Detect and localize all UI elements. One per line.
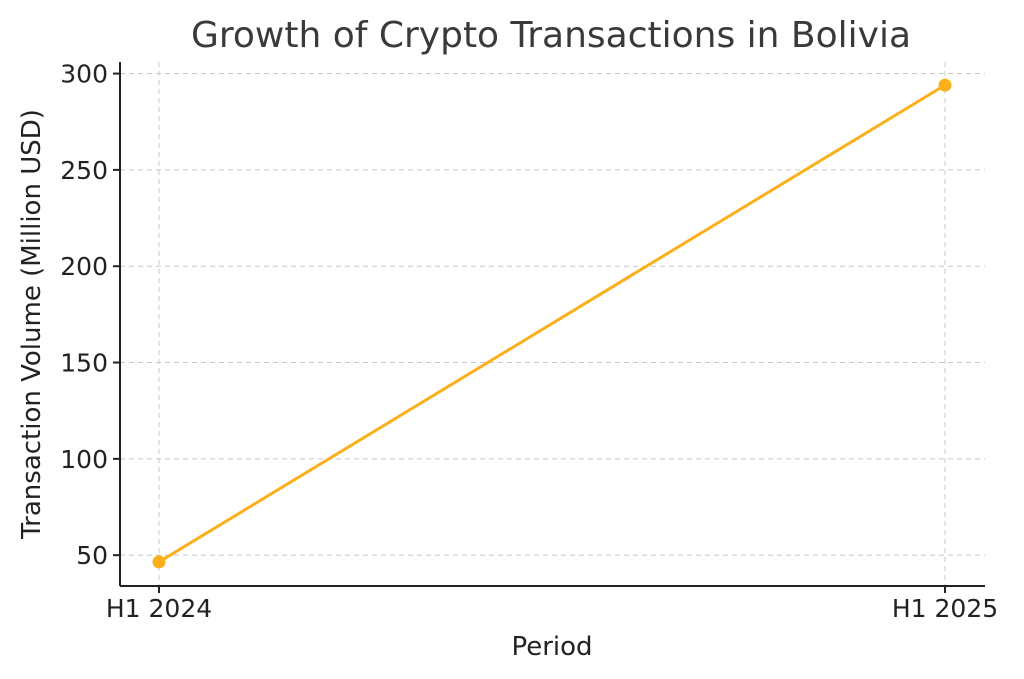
series-line <box>158 83 946 564</box>
y-tick-label: 250 <box>60 156 108 185</box>
series-layer <box>152 78 952 569</box>
y-tick-label: 300 <box>60 60 108 89</box>
x-tick-label: H1 2025 <box>892 594 998 623</box>
grid-lines <box>120 62 985 586</box>
data-point <box>152 555 166 569</box>
x-axis-ticks: H1 2024 H1 2025 <box>106 586 998 623</box>
axes <box>119 62 985 587</box>
x-axis-label: Period <box>511 632 592 662</box>
y-tick-label: 150 <box>60 349 108 378</box>
data-point <box>938 78 952 92</box>
chart-title: Growth of Crypto Transactions in Bolivia <box>191 15 911 56</box>
y-tick-label: 100 <box>60 445 108 474</box>
x-tick-label: H1 2024 <box>106 594 212 623</box>
y-axis-ticks: 50 100 150 200 250 300 <box>60 60 120 570</box>
y-tick-label: 200 <box>60 252 108 281</box>
y-tick-label: 50 <box>76 541 108 570</box>
y-axis-label: Transaction Volume (Million USD) <box>17 109 47 540</box>
